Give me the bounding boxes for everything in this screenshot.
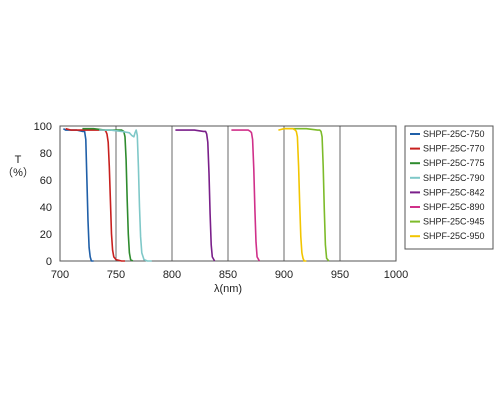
series-line-shpf-25c-770 [65, 127, 125, 262]
x-axis-title: λ(nm) [214, 283, 242, 295]
x-tick-labels: 700 750 800 850 900 950 1000 [51, 269, 408, 281]
series-line-shpf-25c-950 [278, 127, 307, 262]
legend-label: SHPF-25C-790 [423, 173, 485, 183]
legend-label: SHPF-25C-950 [423, 231, 485, 241]
x-tick-label: 750 [107, 269, 125, 281]
y-tick-label: 0 [46, 256, 52, 268]
series-line-shpf-25c-842 [175, 129, 216, 262]
y-tick-label: 20 [40, 229, 52, 241]
y-tick-label: 80 [40, 148, 52, 160]
series-line-shpf-25c-890 [231, 129, 261, 262]
y-axis-title: T [15, 154, 22, 166]
legend-items: SHPF-25C-750 SHPF-25C-770 SHPF-25C-775 SHPF… [410, 129, 485, 241]
legend-label: SHPF-25C-775 [423, 158, 485, 168]
legend-label: SHPF-25C-750 [423, 129, 485, 139]
plot-area-group: 700 750 800 850 900 950 1000 0 20 40 60 80 100 [34, 121, 409, 281]
x-tick-label: 800 [163, 269, 181, 281]
legend: SHPF-25C-750 SHPF-25C-770 SHPF-25C-775 SHPF… [404, 125, 494, 250]
series-line-shpf-25c-750 [62, 128, 94, 262]
y-tick-label: 100 [34, 121, 52, 133]
legend-label: SHPF-25C-770 [423, 144, 485, 154]
x-tick-label: 900 [275, 269, 293, 281]
series-line-shpf-25c-775 [82, 127, 134, 262]
legend-label: SHPF-25C-842 [423, 187, 485, 197]
x-tick-label: 950 [331, 269, 349, 281]
series-line-shpf-25c-945 [284, 127, 330, 262]
y-tick-label: 40 [40, 202, 52, 214]
y-tick-labels: 0 20 40 60 80 100 [34, 121, 52, 268]
x-tick-label: 850 [219, 269, 237, 281]
x-tick-label: 1000 [384, 269, 408, 281]
legend-label: SHPF-25C-890 [423, 202, 485, 212]
x-tick-label: 700 [51, 269, 69, 281]
series-line-shpf-25c-790 [99, 129, 152, 262]
y-axis-unit: （%） [2, 166, 34, 179]
y-tick-label: 60 [40, 175, 52, 187]
gridlines [115, 126, 341, 261]
legend-frame [404, 125, 494, 250]
legend-label: SHPF-25C-945 [423, 217, 485, 227]
series-lines [62, 127, 330, 262]
